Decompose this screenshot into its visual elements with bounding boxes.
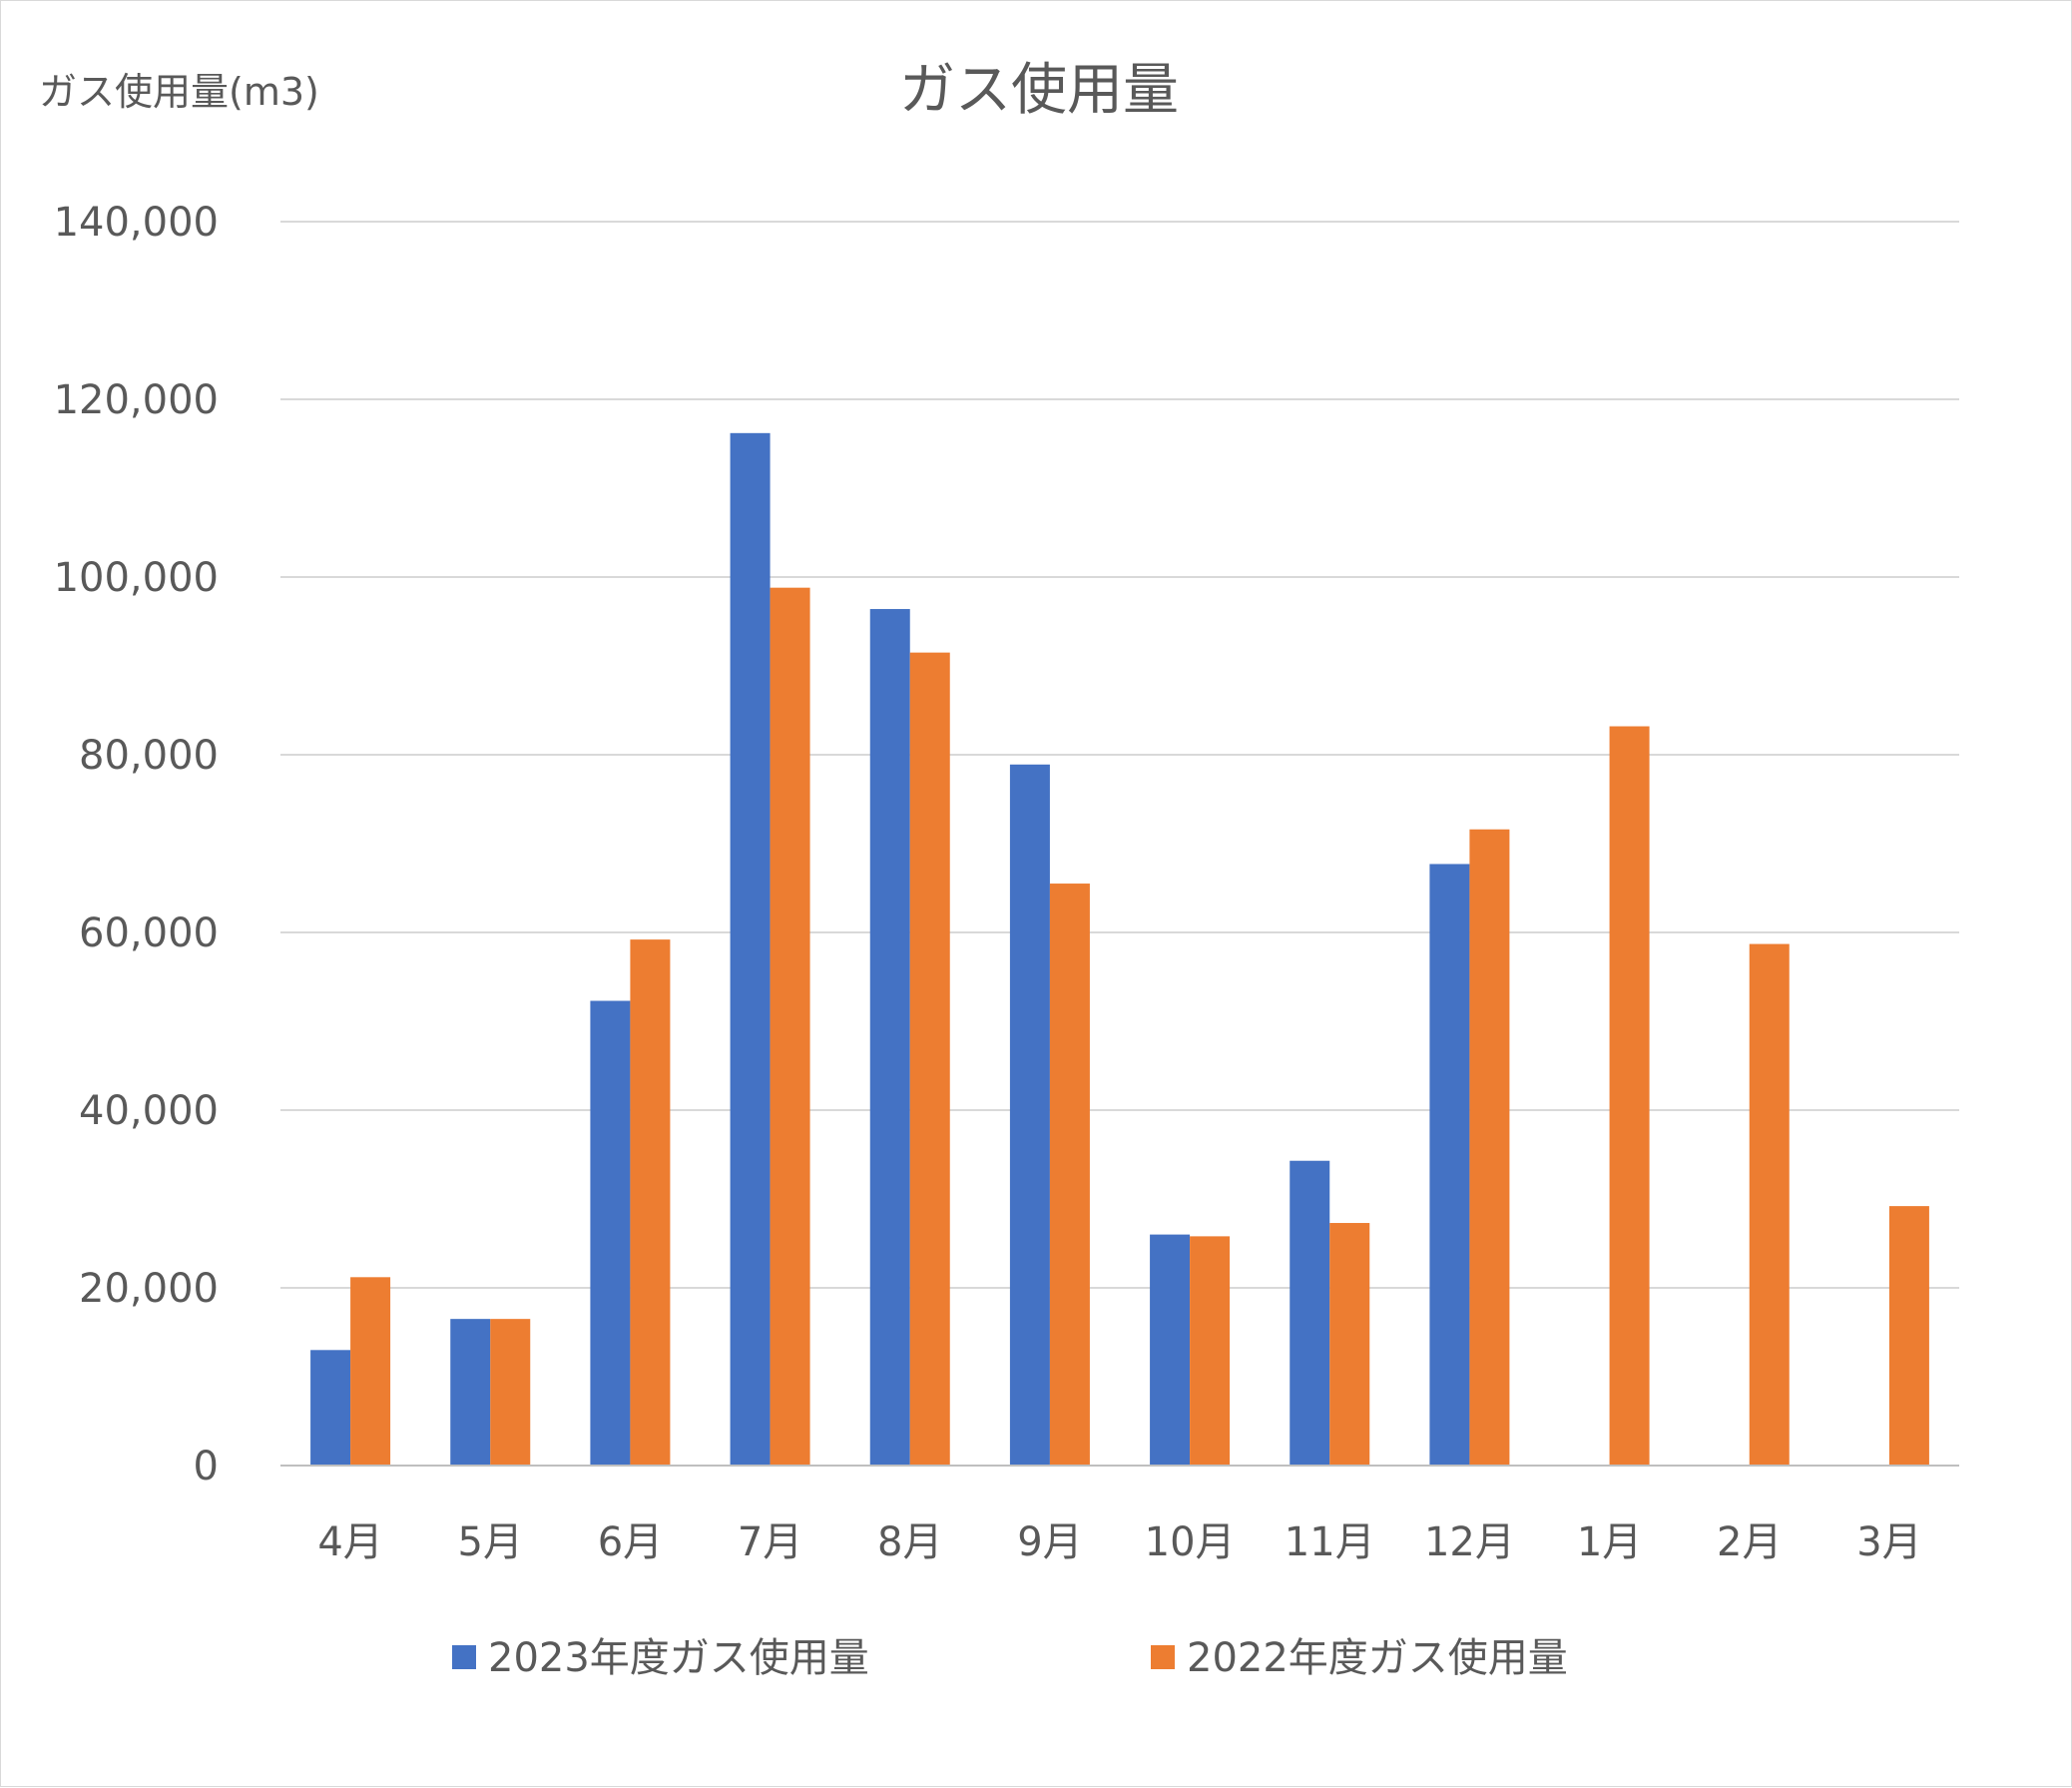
y-tick-label: 80,000 xyxy=(79,733,219,779)
bar-series-2 xyxy=(1049,884,1090,1466)
x-tick-label: 12月 xyxy=(1424,1519,1515,1565)
gridlines xyxy=(280,221,1959,1289)
y-tick-label: 60,000 xyxy=(79,910,219,956)
y-tick-label: 120,000 xyxy=(54,377,219,423)
y-tick-label: 140,000 xyxy=(54,200,219,246)
bar-series-2 xyxy=(909,652,950,1466)
y-tick-label: 40,000 xyxy=(79,1088,219,1134)
bar-series-1 xyxy=(1290,1160,1330,1466)
bar-series-2 xyxy=(630,939,671,1466)
bar-series-1 xyxy=(310,1350,351,1466)
x-tick-label: 2月 xyxy=(1717,1519,1782,1565)
x-tick-label: 10月 xyxy=(1145,1519,1236,1565)
bar-series-2 xyxy=(1888,1206,1929,1466)
x-tick-label: 8月 xyxy=(877,1519,942,1565)
x-tick-label: 4月 xyxy=(317,1519,382,1565)
x-axis-ticks: 4月 5月 6月 7月 8月 9月 10月 11月 12月 1月 2月 3月 xyxy=(317,1519,1921,1565)
x-tick-label: 3月 xyxy=(1856,1519,1921,1565)
bar-series-2 xyxy=(1190,1236,1231,1466)
bar-series-1 xyxy=(869,609,910,1466)
bar-series-1 xyxy=(1429,864,1470,1466)
bar-series-1 xyxy=(590,1000,631,1466)
bar-series-1 xyxy=(450,1319,491,1466)
y-axis-ticks: 0 20,000 40,000 60,000 80,000 100,000 120,000 1… xyxy=(54,200,219,1490)
legend-label: 2022年度ガス使用量 xyxy=(1187,1635,1568,1681)
x-tick-label: 6月 xyxy=(598,1519,663,1565)
bars xyxy=(310,432,1929,1466)
x-tick-label: 5月 xyxy=(458,1519,523,1565)
chart-title: ガス使用量 xyxy=(899,58,1179,123)
y-tick-label: 20,000 xyxy=(79,1266,219,1312)
bar-series-1 xyxy=(730,432,771,1466)
x-tick-label: 11月 xyxy=(1285,1519,1375,1565)
legend: 2023年度ガス使用量 2022年度ガス使用量 xyxy=(452,1635,1568,1681)
legend-label: 2023年度ガス使用量 xyxy=(488,1635,869,1681)
bar-series-2 xyxy=(490,1319,531,1466)
bar-series-2 xyxy=(350,1277,391,1466)
bar-series-2 xyxy=(1329,1223,1370,1466)
bar-series-2 xyxy=(1749,943,1790,1466)
y-tick-label: 0 xyxy=(194,1444,219,1490)
x-tick-label: 1月 xyxy=(1577,1519,1642,1565)
legend-swatch xyxy=(452,1645,476,1669)
bar-series-2 xyxy=(770,587,810,1466)
y-tick-label: 100,000 xyxy=(54,555,219,601)
legend-swatch xyxy=(1151,1645,1175,1669)
y-axis-label: ガス使用量(m3) xyxy=(39,70,319,114)
bar-series-1 xyxy=(1150,1234,1191,1466)
x-tick-label: 9月 xyxy=(1017,1519,1082,1565)
bar-series-2 xyxy=(1469,829,1510,1466)
bar-series-2 xyxy=(1609,726,1650,1466)
x-tick-label: 7月 xyxy=(738,1519,802,1565)
bar-series-1 xyxy=(1009,764,1050,1466)
